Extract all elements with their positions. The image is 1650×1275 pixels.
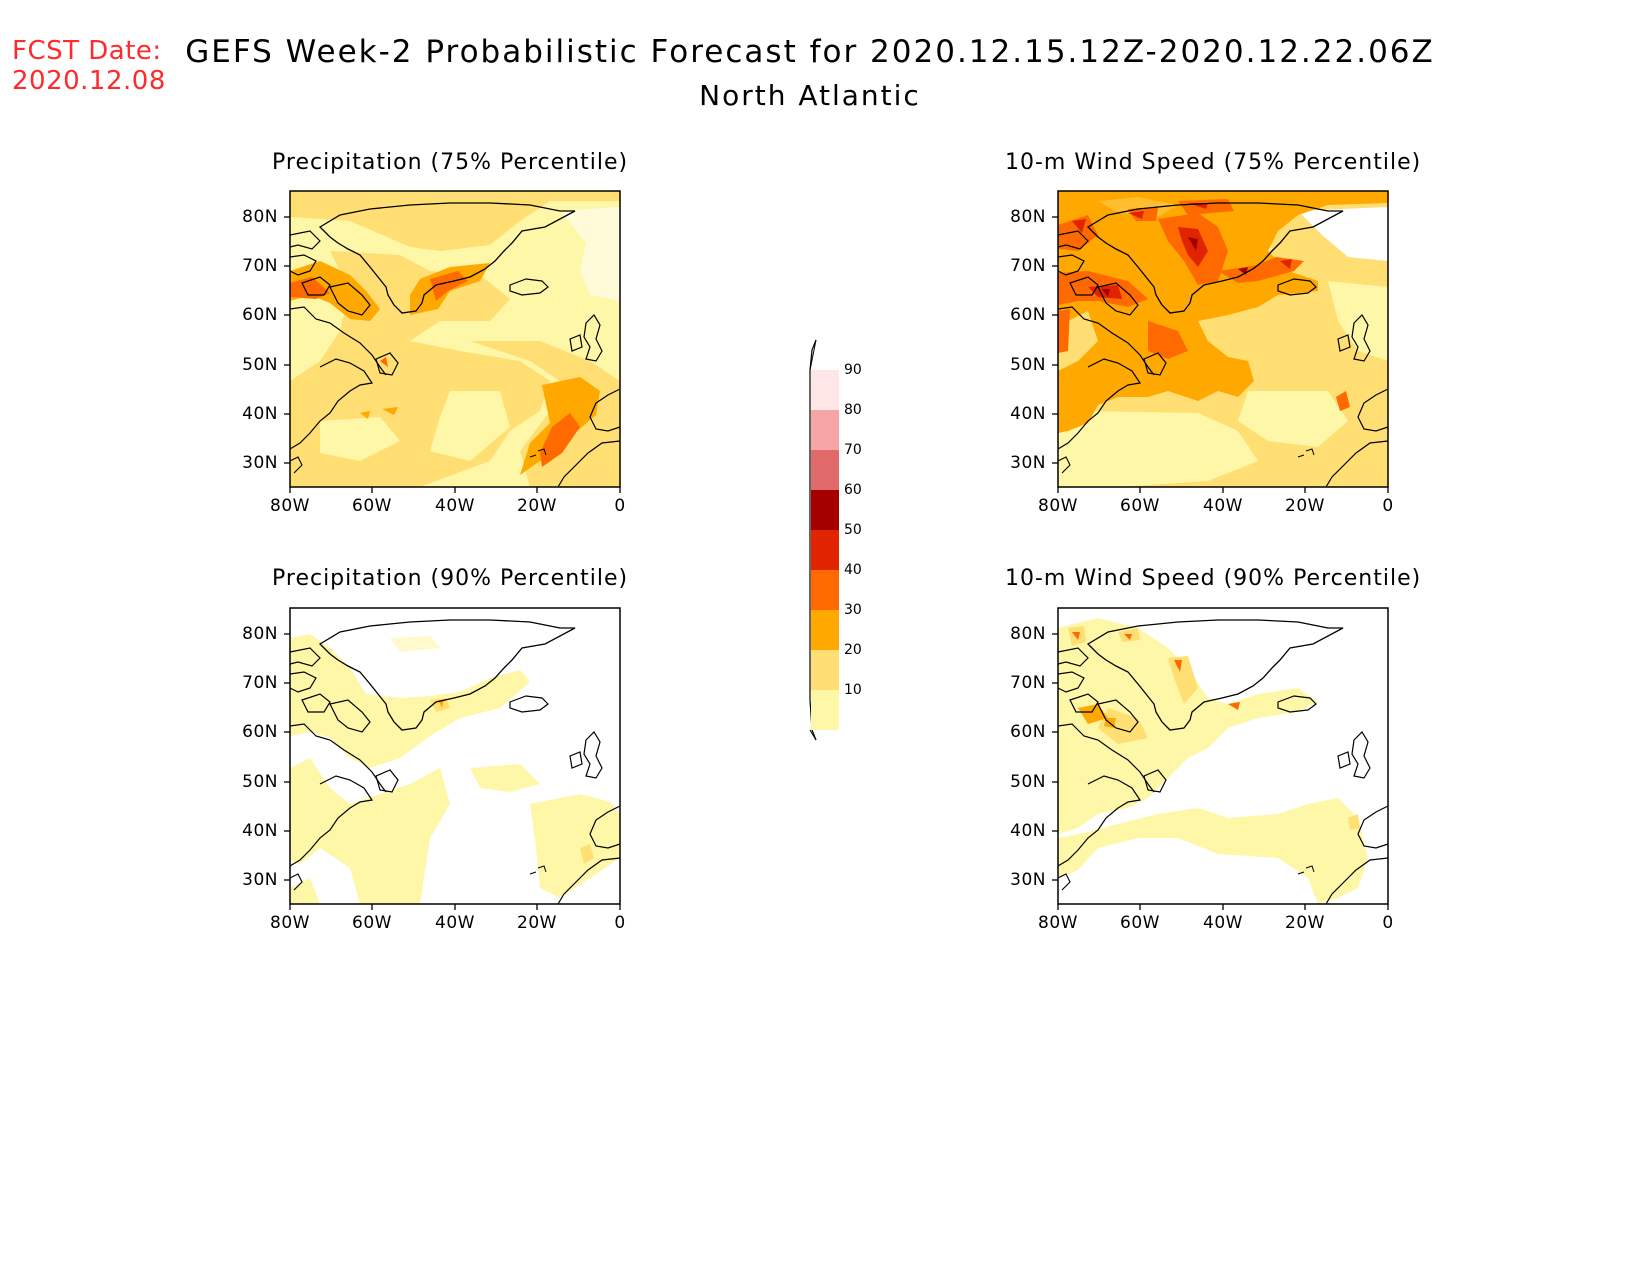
panel-title-precip-90: Precipitation (90% Percentile) — [272, 566, 629, 591]
colorbar-label: 20 — [844, 642, 862, 658]
colorbar-label: 50 — [844, 522, 862, 538]
lat-label: 40N — [242, 821, 278, 841]
colorbar — [809, 339, 839, 741]
lat-label: 30N — [242, 453, 278, 473]
lon-label: 40W — [435, 913, 475, 933]
lon-label: 60W — [352, 496, 392, 516]
lon-label: 80W — [1038, 913, 1078, 933]
lon-label: 60W — [1120, 496, 1160, 516]
lat-label: 80N — [1010, 624, 1046, 644]
lon-label: 60W — [1120, 913, 1160, 933]
lat-label: 50N — [242, 355, 278, 375]
panel-title-precip-75: Precipitation (75% Percentile) — [272, 150, 629, 175]
lat-label: 50N — [242, 772, 278, 792]
lat-label: 40N — [242, 404, 278, 424]
lat-label: 70N — [242, 256, 278, 276]
lat-label: 30N — [1010, 453, 1046, 473]
lon-label: 0 — [1382, 496, 1394, 516]
lon-label: 20W — [517, 913, 557, 933]
lat-label: 40N — [1010, 821, 1046, 841]
lon-label: 0 — [1382, 913, 1394, 933]
lat-label: 60N — [1010, 305, 1046, 325]
lat-label: 70N — [1010, 256, 1046, 276]
lat-label: 60N — [1010, 722, 1046, 742]
lat-label: 30N — [242, 870, 278, 890]
figure-subtitle: North Atlantic — [699, 79, 921, 112]
lon-label: 20W — [1285, 913, 1325, 933]
lon-label: 20W — [517, 496, 557, 516]
lat-label: 30N — [1010, 870, 1046, 890]
lon-label: 80W — [270, 913, 310, 933]
lon-label: 0 — [614, 913, 626, 933]
panel-title-wind-90: 10-m Wind Speed (90% Percentile) — [1005, 566, 1422, 591]
lon-label: 40W — [1203, 913, 1243, 933]
lon-label: 0 — [614, 496, 626, 516]
lat-label: 80N — [1010, 207, 1046, 227]
panel-title-wind-75: 10-m Wind Speed (75% Percentile) — [1005, 150, 1422, 175]
colorbar-label: 80 — [844, 402, 862, 418]
map-panel-wind-75 — [1051, 190, 1389, 494]
lat-label: 70N — [1010, 673, 1046, 693]
lon-label: 40W — [435, 496, 475, 516]
lat-label: 80N — [242, 624, 278, 644]
colorbar-label: 90 — [844, 362, 862, 378]
lat-label: 50N — [1010, 355, 1046, 375]
map-panel-precip-75 — [283, 190, 621, 494]
lat-label: 60N — [242, 722, 278, 742]
lon-label: 80W — [1038, 496, 1078, 516]
lat-label: 70N — [242, 673, 278, 693]
map-panel-precip-90 — [283, 607, 621, 911]
lon-label: 20W — [1285, 496, 1325, 516]
lon-label: 80W — [270, 496, 310, 516]
lat-label: 40N — [1010, 404, 1046, 424]
lon-label: 40W — [1203, 496, 1243, 516]
colorbar-label: 40 — [844, 562, 862, 578]
lat-label: 60N — [242, 305, 278, 325]
lat-label: 80N — [242, 207, 278, 227]
colorbar-label: 10 — [844, 682, 862, 698]
map-panel-wind-90 — [1051, 607, 1389, 911]
forecast-date-value: 2020.12.08 — [12, 66, 166, 96]
forecast-date-block: FCST Date: 2020.12.08 — [12, 36, 166, 96]
lon-label: 60W — [352, 913, 392, 933]
colorbar-label: 30 — [844, 602, 862, 618]
colorbar-label: 60 — [844, 482, 862, 498]
forecast-date-label: FCST Date: — [12, 36, 162, 66]
lat-label: 50N — [1010, 772, 1046, 792]
colorbar-label: 70 — [844, 442, 862, 458]
figure-title: GEFS Week-2 Probabilistic Forecast for 2… — [185, 34, 1435, 70]
